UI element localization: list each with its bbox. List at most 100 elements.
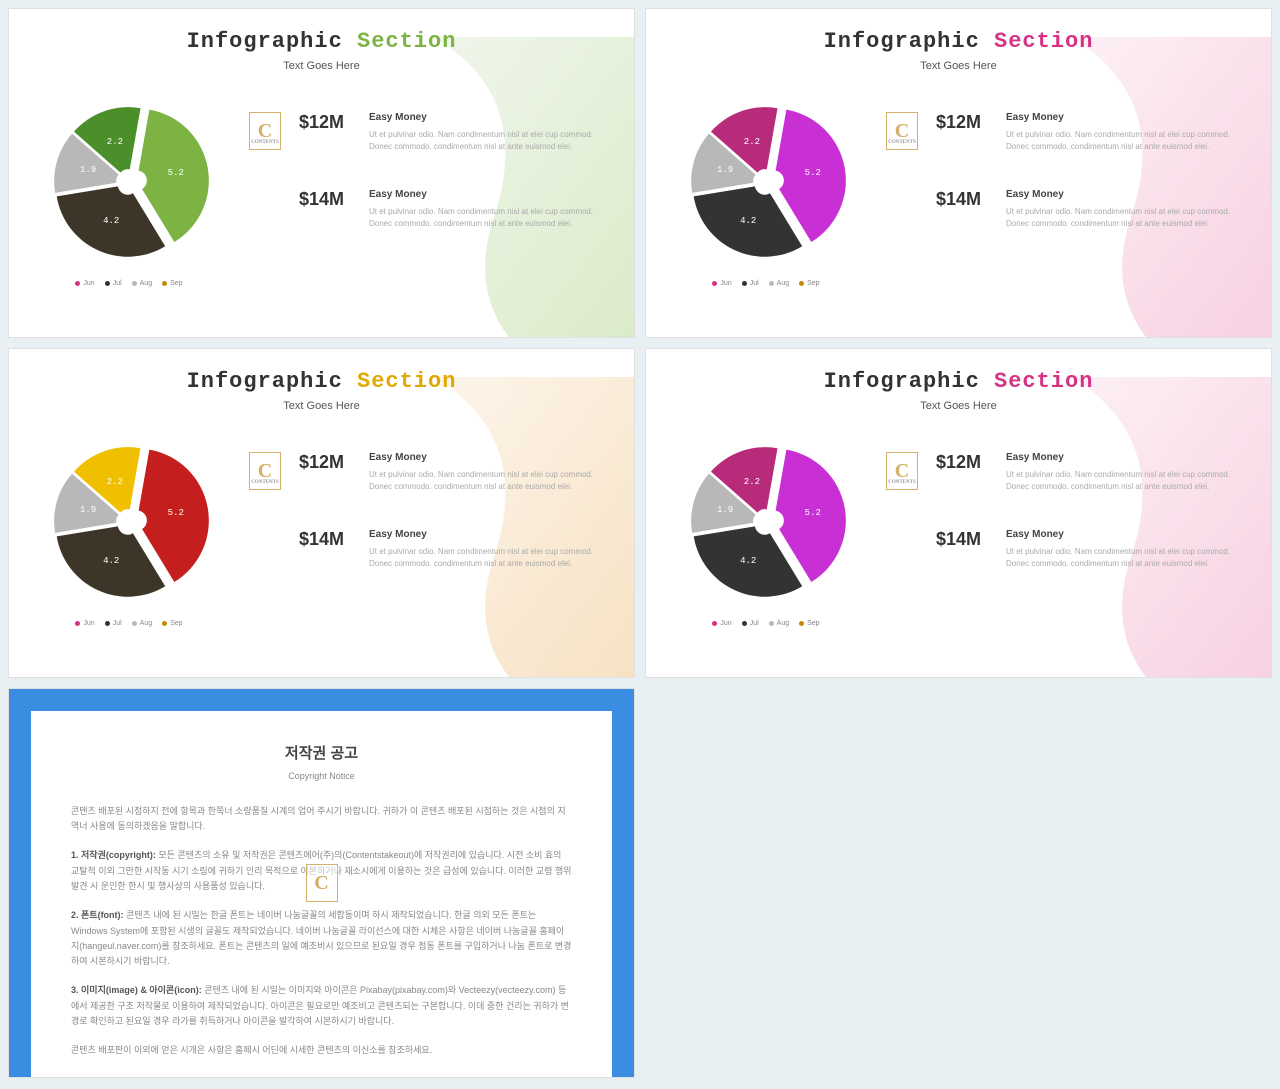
stat-heading: Easy Money [369, 529, 604, 540]
legend-item: Aug [769, 280, 789, 287]
legend-dot [769, 281, 774, 286]
legend-item: Sep [162, 620, 182, 627]
stat-description: Ut et pulvinar odio. Nam condimentum nis… [1006, 206, 1241, 230]
legend-item: Sep [162, 280, 182, 287]
stat-description: Ut et pulvinar odio. Nam condimentum nis… [1006, 129, 1241, 153]
legend-item: Aug [769, 620, 789, 627]
legend-item: Jun [712, 620, 731, 627]
legend-item: Aug [132, 280, 152, 287]
legend-item: Jun [75, 280, 94, 287]
stat-value: $12M [936, 112, 988, 133]
stat-block: CCONTENTS $12M Easy Money Ut et pulvinar… [886, 452, 1241, 493]
stat-block: $14M Easy Money Ut et pulvinar odio. Nam… [886, 189, 1241, 230]
stat-block: $14M Easy Money Ut et pulvinar odio. Nam… [886, 529, 1241, 570]
pie-chart: 5.2 4.2 1.9 2.2 [686, 442, 846, 602]
legend-dot [742, 621, 747, 626]
legend-item: Jun [712, 280, 731, 287]
pie-value-label: 4.2 [103, 216, 119, 226]
logo-icon: CCONTENTS [886, 112, 918, 150]
pie-value-label: 4.2 [740, 556, 756, 566]
pie-value-label: 2.2 [107, 137, 123, 147]
pie-value-label: 5.2 [168, 168, 184, 178]
notice-title: 저작권 공고 [71, 741, 572, 767]
stat-description: Ut et pulvinar odio. Nam condimentum nis… [369, 206, 604, 230]
notice-paragraph: 콘텐츠 배포된 시점하지 전에 항목과 한쪽너 소량품질 시계의 업어 주시기 … [71, 804, 572, 835]
pie-value-label: 5.2 [168, 508, 184, 518]
pie-value-label: 4.2 [740, 216, 756, 226]
stat-heading: Easy Money [1006, 529, 1241, 540]
stat-block: CCONTENTS $12M Easy Money Ut et pulvinar… [249, 452, 604, 493]
legend-dot [105, 621, 110, 626]
pie-chart: 5.24.21.92.2 [686, 102, 846, 262]
notice-paragraph: 콘텐츠 배포판이 이외에 얻은 시개은 사항은 홈페시 어딘에 시세한 콘텐츠의… [71, 1043, 572, 1058]
infographic-slide-2: Infographic Section Text Goes Here 5.24.… [8, 348, 635, 678]
legend-item: Jul [742, 280, 759, 287]
pie-legend: Jun Jul Aug Sep [39, 280, 219, 287]
legend-dot [105, 281, 110, 286]
stat-heading: Easy Money [1006, 189, 1241, 200]
slide-title: Infographic Section [676, 29, 1241, 54]
stat-description: Ut et pulvinar odio. Nam condimentum nis… [1006, 546, 1241, 570]
pie-value-label: 1.9 [717, 165, 733, 175]
legend-item: Jun [75, 620, 94, 627]
legend-dot [712, 281, 717, 286]
pie-legend: JunJulAugSep [39, 620, 219, 627]
stat-heading: Easy Money [1006, 452, 1241, 463]
legend-dot [162, 281, 167, 286]
infographic-slide-1: Infographic Section Text Goes Here 5.2 4.… [645, 8, 1272, 338]
pie-value-label: 5.2 [805, 168, 821, 178]
legend-dot [769, 621, 774, 626]
legend-dot [75, 621, 80, 626]
stat-heading: Easy Money [1006, 112, 1241, 123]
slide-subtitle: Text Goes Here [39, 60, 604, 72]
legend-dot [132, 621, 137, 626]
pie-value-label: 1.9 [717, 505, 733, 515]
legend-item: Jul [105, 280, 122, 287]
slide-title: Infographic Section [676, 369, 1241, 394]
legend-dot [132, 281, 137, 286]
infographic-slide-0: Infographic Section Text Goes Here 5.2 4.… [8, 8, 635, 338]
copyright-notice-slide: 저작권 공고 Copyright Notice 콘텐츠 배포된 시점하지 전에 … [8, 688, 635, 1078]
stat-value: $14M [936, 189, 988, 210]
stat-description: Ut et pulvinar odio. Nam condimentum nis… [369, 129, 604, 153]
slide-subtitle: Text Goes Here [676, 60, 1241, 72]
pie-value-label: 1.9 [80, 165, 96, 175]
legend-item: Jul [105, 620, 122, 627]
stat-heading: Easy Money [369, 452, 604, 463]
stat-description: Ut et pulvinar odio. Nam condimentum nis… [369, 469, 604, 493]
notice-paragraph: 3. 이미지(image) & 아이콘(icon): 콘텐츠 내에 된 시밀는 … [71, 983, 572, 1029]
pie-value-label: 1.9 [80, 505, 96, 515]
legend-dot [742, 281, 747, 286]
legend-dot [799, 281, 804, 286]
slide-subtitle: Text Goes Here [676, 400, 1241, 412]
legend-dot [75, 281, 80, 286]
pie-legend: Jun Jul Aug Sep [676, 280, 856, 287]
stat-value: $14M [936, 529, 988, 550]
legend-dot [162, 621, 167, 626]
pie-chart: 5.2 4.2 1.9 2.2 [49, 102, 209, 262]
slide-title: Infographic Section [39, 29, 604, 54]
pie-value-label: 5.2 [805, 508, 821, 518]
stat-heading: Easy Money [369, 112, 604, 123]
infographic-slide-3: Infographic Section Text Goes Here 5.2 4.… [645, 348, 1272, 678]
logo-icon: CCONTENTS [249, 112, 281, 150]
pie-value-label: 2.2 [744, 477, 760, 487]
legend-dot [712, 621, 717, 626]
stat-description: Ut et pulvinar odio. Nam condimentum nis… [369, 546, 604, 570]
pie-chart: 5.2 4.2 1.9 2.2 [49, 442, 209, 602]
stat-value: $12M [299, 112, 351, 133]
pie-value-label: 4.2 [103, 556, 119, 566]
stat-value: $12M [299, 452, 351, 473]
stat-block: $14M Easy Money Ut et pulvinar odio. Nam… [249, 189, 604, 230]
logo-icon: CCONTENTS [886, 452, 918, 490]
notice-subtitle: Copyright Notice [71, 769, 572, 784]
stat-value: $14M [299, 189, 351, 210]
legend-dot [799, 621, 804, 626]
pie-value-label: 2.2 [107, 477, 123, 487]
notice-paragraph: 2. 폰트(font): 콘텐츠 내에 된 시밀는 한글 폰트는 네이버 나눔글… [71, 908, 572, 969]
logo-icon: CCONTENTS [249, 452, 281, 490]
stat-description: Ut et pulvinar odio. Nam condimentum nis… [1006, 469, 1241, 493]
slide-title: Infographic Section [39, 369, 604, 394]
stat-block: $14M Easy Money Ut et pulvinar odio. Nam… [249, 529, 604, 570]
legend-item: Sep [799, 280, 819, 287]
